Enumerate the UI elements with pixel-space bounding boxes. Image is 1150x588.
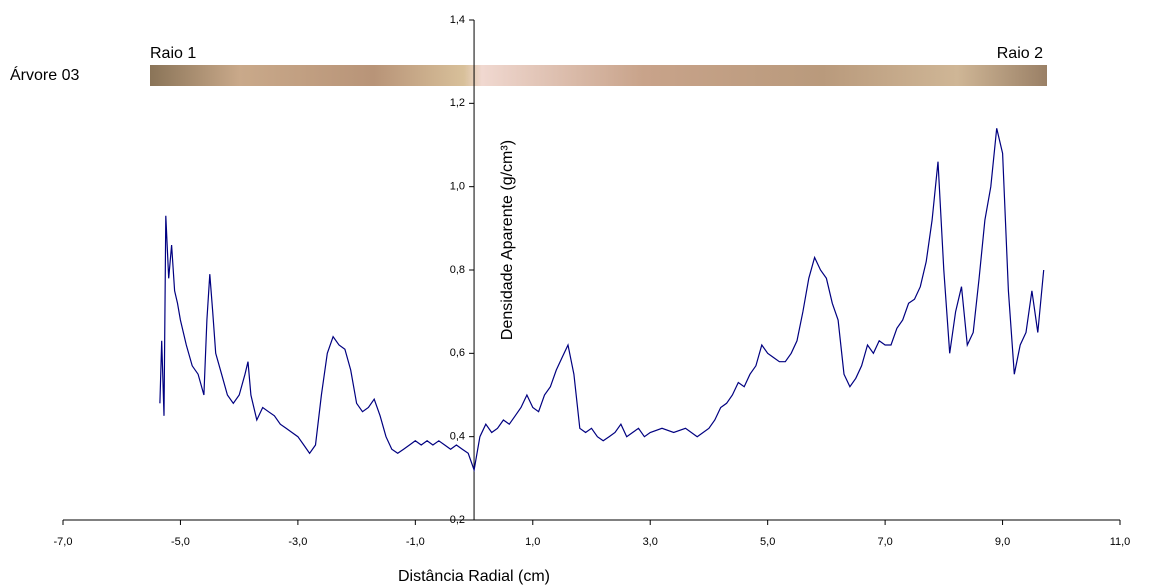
- x-tick-label: -5,0: [171, 536, 190, 548]
- data-line: [159, 128, 1045, 473]
- annotation: Árvore 03: [10, 65, 79, 84]
- y-tick-label: 0,8: [450, 264, 465, 276]
- y-tick-label: 0,2: [450, 514, 465, 526]
- y-tick-label: 1,4: [450, 14, 465, 26]
- wood-sample-image: [150, 65, 1047, 86]
- y-tick-label: 1,2: [450, 97, 465, 109]
- x-tick-label: 7,0: [877, 536, 892, 548]
- x-tick-label: 1,0: [525, 536, 540, 548]
- y-axis-title: Densidade Aparente (g/cm³): [499, 140, 516, 340]
- y-tick-label: 0,4: [450, 431, 465, 443]
- y-tick-label: 1,0: [450, 181, 465, 193]
- x-axis-title: Distância Radial (cm): [398, 568, 550, 585]
- annotation: Raio 1: [150, 45, 196, 62]
- x-tick-label: 9,0: [995, 536, 1010, 548]
- y-tick-label: 0,6: [450, 347, 465, 359]
- x-tick-label: 3,0: [643, 536, 658, 548]
- x-tick-label: -7,0: [54, 536, 73, 548]
- x-tick-label: -1,0: [406, 536, 425, 548]
- x-tick-label: 11,0: [1110, 536, 1131, 548]
- annotation: Raio 2: [997, 45, 1043, 62]
- x-tick-label: 5,0: [760, 536, 775, 548]
- x-tick-label: -3,0: [288, 536, 307, 548]
